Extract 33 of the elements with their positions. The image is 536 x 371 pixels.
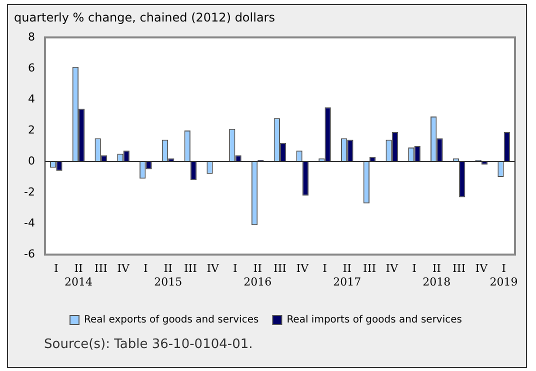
legend-label: Real exports of goods and services (84, 314, 259, 326)
legend-label: Real imports of goods and services (286, 314, 462, 326)
x-tick-label: I 2019 (490, 262, 518, 288)
x-tick-label: I (54, 262, 58, 276)
y-tick-label: 6 (28, 61, 35, 74)
x-tick-label: I (412, 262, 416, 276)
x-tick-label: II 2016 (244, 262, 272, 288)
y-tick-label: 0 (28, 154, 35, 168)
x-tick-label: II 2015 (154, 262, 182, 288)
x-tick-label: II 2017 (333, 262, 362, 288)
y-tick-label: 4 (28, 92, 35, 106)
x-tick-label: III (452, 262, 466, 276)
x-tick-label: I (233, 262, 238, 276)
x-tick-label: IV (117, 262, 131, 276)
y-tick-label: -4 (24, 216, 35, 230)
x-tick-label: III (94, 262, 108, 276)
x-tick-label: II 2014 (64, 262, 93, 288)
x-tick-label: IV (386, 262, 400, 276)
y-tick-label: -2 (24, 185, 35, 198)
x-tick-label: III (362, 262, 376, 276)
y-tick-label: 8 (28, 30, 35, 44)
x-tick-label: I (322, 262, 327, 276)
x-tick-label: I (144, 262, 148, 276)
y-axis-title: quarterly % change, chained (2012) dollars (14, 10, 275, 24)
x-tick-label: III (273, 262, 287, 276)
y-tick-label: 2 (28, 123, 35, 136)
x-tick-label: IV (296, 262, 310, 276)
x-tick-label: IV (475, 262, 489, 276)
y-tick-label: -6 (24, 247, 35, 260)
source-note: Source(s): Table 36-10-0104-01. (44, 337, 253, 352)
x-tick-label: II 2018 (422, 262, 451, 288)
x-tick-label: IV (206, 262, 220, 276)
x-tick-label: III (184, 262, 197, 276)
